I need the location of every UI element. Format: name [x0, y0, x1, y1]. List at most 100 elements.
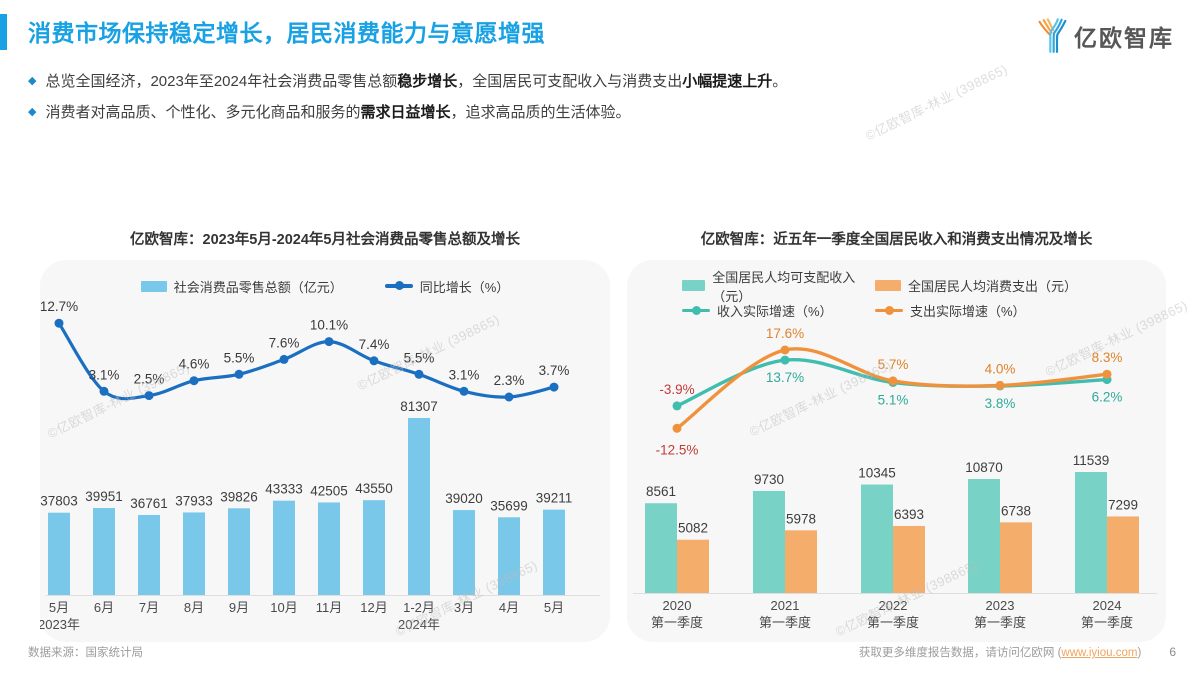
- svg-text:37803: 37803: [40, 494, 78, 509]
- spend-line-legend: 支出实际增速（%）: [875, 299, 1077, 322]
- spend-bar: [893, 525, 925, 593]
- svg-text:6月: 6月: [94, 600, 114, 615]
- yoy-line: [57, 322, 555, 401]
- bar: [93, 508, 115, 595]
- key-point-2: ◆ 消费者对高品质、个性化、多元化商品和服务的需求日益增长，追求高品质的生活体验…: [28, 97, 787, 128]
- spend-line-label: 支出实际增速（%）: [910, 304, 1026, 319]
- income-line-dot: [692, 305, 701, 315]
- spend-bar-legend: 全国居民人均消费支出（元）: [875, 274, 1077, 297]
- spend-line-sample: [875, 305, 903, 315]
- bar: [318, 502, 340, 595]
- bar: [183, 512, 205, 595]
- cta-text-end: ): [1137, 647, 1142, 659]
- svg-text:6393: 6393: [894, 507, 924, 522]
- svg-text:8月: 8月: [184, 600, 204, 615]
- title-accent-bar: [0, 14, 7, 50]
- footer-cta: 获取更多维度报告数据，请访问亿欧网 (www.iyiou.com): [859, 644, 1141, 660]
- iyiou-link[interactable]: www.iyiou.com: [1061, 647, 1138, 659]
- svg-text:39020: 39020: [445, 491, 483, 506]
- line-dot: [459, 386, 469, 396]
- income-line-sample: [682, 305, 710, 315]
- line-dot: [324, 337, 334, 347]
- text-segment-bold: 需求日益增长: [360, 104, 451, 121]
- svg-text:39211: 39211: [536, 491, 573, 506]
- line-legend-sample: [384, 281, 413, 291]
- spend-bar-label: 全国居民人均消费支出（元）: [908, 279, 1078, 294]
- text-segment: ，追求高品质的生活体验。: [450, 104, 631, 121]
- spend-bar: [1000, 522, 1032, 593]
- svg-text:37933: 37933: [175, 493, 213, 508]
- svg-text:39951: 39951: [85, 489, 123, 504]
- retail-chart-panel: 社会消费品零售总额（亿元） 同比增长（%） 37803 39951 36761 379…: [40, 260, 610, 642]
- svg-text:17.6%: 17.6%: [766, 326, 804, 341]
- logo-text: 亿欧智库: [1074, 25, 1174, 51]
- svg-text:5.5%: 5.5%: [404, 350, 435, 365]
- chart1-title: 亿欧智库：2023年5月-2024年5月社会消费品零售总额及增长: [130, 232, 520, 248]
- svg-text:1-2月: 1-2月: [403, 600, 435, 615]
- bar: [48, 512, 70, 595]
- svg-text:10870: 10870: [965, 460, 1003, 475]
- svg-text:10.1%: 10.1%: [310, 318, 348, 333]
- svg-text:3.7%: 3.7%: [539, 363, 570, 378]
- svg-text:7月: 7月: [139, 600, 159, 615]
- line-dot: [1102, 369, 1112, 379]
- svg-text:42505: 42505: [310, 483, 348, 498]
- svg-text:第一季度: 第一季度: [974, 615, 1026, 630]
- income-bar: [968, 479, 1000, 593]
- income-bar: [753, 490, 785, 593]
- chart2-title: 亿欧智库：近五年一季度全国居民收入和消费支出情况及增长: [700, 232, 1093, 248]
- svg-text:5978: 5978: [786, 511, 816, 526]
- line-dot: [549, 382, 559, 392]
- svg-text:4.0%: 4.0%: [985, 361, 1016, 376]
- income-bar-label: 全国居民人均可支配收入（元）: [712, 269, 856, 304]
- data-source: 数据来源：国家统计局: [28, 647, 143, 659]
- line-dot: [234, 369, 244, 379]
- svg-text:5082: 5082: [678, 521, 708, 536]
- svg-text:12.7%: 12.7%: [40, 299, 78, 314]
- chart1-legend: 社会消费品零售总额（亿元） 同比增长（%）: [40, 274, 610, 298]
- svg-text:6.2%: 6.2%: [1092, 390, 1123, 405]
- retail-sales-chart: 37803 39951 36761 37933 39826 43333 42505 43550…: [40, 299, 600, 632]
- svg-text:43550: 43550: [355, 481, 393, 496]
- svg-text:36761: 36761: [130, 496, 168, 511]
- svg-text:39826: 39826: [220, 489, 258, 504]
- svg-text:5月: 5月: [544, 600, 564, 615]
- svg-text:5月: 5月: [49, 600, 69, 615]
- svg-text:9730: 9730: [754, 472, 784, 487]
- bar: [228, 508, 250, 595]
- svg-text:7.6%: 7.6%: [269, 335, 300, 350]
- key-point-2-text: 消费者对高品质、个性化、多元化商品和服务的需求日益增长，追求高品质的生活体验。: [45, 97, 630, 128]
- line-dot: [369, 356, 379, 366]
- line-dot: [888, 376, 898, 386]
- svg-text:5.7%: 5.7%: [878, 357, 909, 372]
- watermark: ©亿欧智库-林业 (398865): [863, 61, 1010, 144]
- svg-text:11月: 11月: [316, 600, 343, 615]
- chart2-plot: 8561 5082 2020 第一季度 9730 5978 2021 第一季度 10345 639…: [633, 326, 1157, 630]
- income-line-legend: 收入实际增速（%）: [682, 299, 875, 322]
- bar: [363, 500, 385, 595]
- bar: [498, 517, 520, 595]
- spend-bar: [677, 539, 709, 593]
- svg-text:8561: 8561: [646, 484, 676, 499]
- line-dot: [780, 345, 790, 355]
- line-legend-label: 同比增长（%）: [419, 279, 510, 295]
- bar-legend-swatch: [140, 280, 167, 292]
- svg-text:7299: 7299: [1108, 497, 1138, 512]
- svg-text:3.1%: 3.1%: [449, 367, 480, 382]
- page-number: 6: [1169, 645, 1176, 659]
- bar: [138, 514, 160, 595]
- text-segment: 消费者对高品质、个性化、多元化商品和服务的: [45, 104, 361, 121]
- svg-text:第一季度: 第一季度: [867, 615, 919, 630]
- svg-text:4.6%: 4.6%: [179, 357, 210, 372]
- slide-footer: 数据来源：国家统计局 获取更多维度报告数据，请访问亿欧网 (www.iyiou.…: [28, 644, 1176, 660]
- svg-text:5.5%: 5.5%: [224, 350, 255, 365]
- svg-text:第一季度: 第一季度: [759, 615, 811, 630]
- svg-text:2023年: 2023年: [40, 617, 80, 632]
- bar-legend-label: 社会消费品零售总额（亿元）: [173, 279, 343, 295]
- line-dot: [144, 391, 154, 401]
- income-bar-swatch: [682, 280, 706, 291]
- income-chart-panel: 全国居民人均可支配收入（元） 全国居民人均消费支出（元） 收入实际增速（%） 支…: [627, 260, 1166, 642]
- text-segment: 总览全国经济，2023年至2024年社会消费品零售总额: [45, 73, 398, 90]
- key-point-1-text: 总览全国经济，2023年至2024年社会消费品零售总额稳步增长，全国居民可支配收…: [45, 66, 787, 97]
- svg-text:2.5%: 2.5%: [134, 372, 165, 387]
